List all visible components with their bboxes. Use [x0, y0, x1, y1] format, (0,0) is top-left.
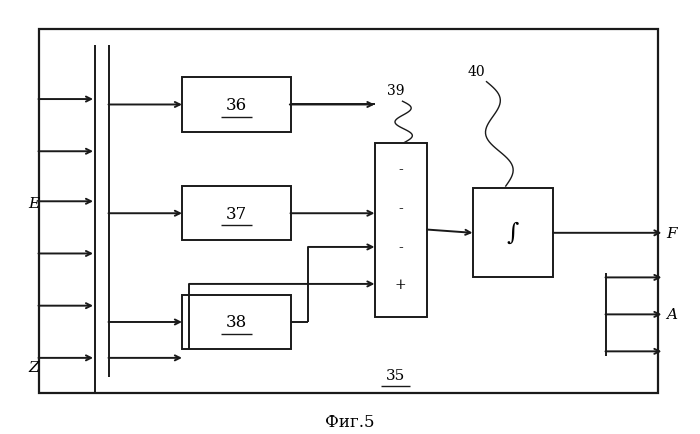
Bar	[38, 30, 658, 393]
Text: 35: 35	[386, 368, 405, 382]
Bar	[473, 189, 553, 278]
Text: F: F	[666, 226, 677, 240]
Text: 38: 38	[225, 314, 247, 331]
Text: Фиг.5: Фиг.5	[326, 413, 374, 431]
Text: -: -	[398, 240, 403, 254]
Text: -: -	[398, 201, 403, 215]
Text: 37: 37	[225, 205, 247, 222]
Text: +: +	[395, 277, 407, 291]
Bar	[182, 187, 290, 241]
Text: A: A	[666, 308, 678, 322]
Bar	[182, 295, 290, 349]
Bar	[374, 143, 427, 317]
Bar	[182, 78, 290, 132]
Text: 40: 40	[467, 65, 485, 79]
Text: -: -	[398, 162, 403, 176]
Text: Z: Z	[28, 360, 39, 374]
Text: 39: 39	[386, 84, 404, 98]
Text: ∫: ∫	[507, 222, 519, 245]
Text: 36: 36	[225, 97, 247, 114]
Text: E: E	[28, 197, 39, 211]
